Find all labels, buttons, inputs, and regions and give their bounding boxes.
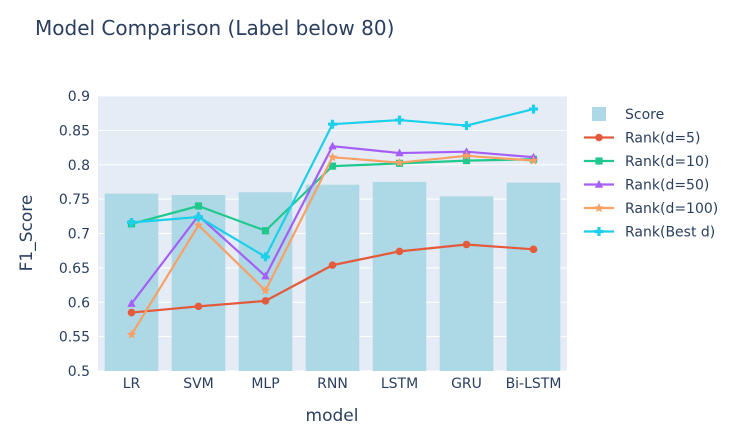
y-axis-title: F1_Score — [17, 195, 37, 272]
line-layer — [126, 104, 539, 339]
x-tick-label: LR — [123, 376, 141, 392]
series-point — [462, 121, 471, 131]
y-tick-label: 0.65 — [59, 261, 90, 277]
series-point — [260, 285, 271, 295]
series-point — [328, 162, 337, 170]
series-point — [462, 240, 471, 249]
x-axis-title: model — [306, 406, 359, 426]
legend-item: Rank(d=50) — [584, 178, 709, 194]
legend-marker — [594, 203, 604, 213]
score-bar — [506, 182, 561, 371]
series-point — [194, 302, 203, 311]
y-tick-label: 0.75 — [59, 192, 90, 208]
legend-marker — [595, 157, 603, 165]
bar-layer — [104, 181, 561, 371]
series-point — [328, 141, 337, 150]
series-point — [528, 155, 539, 165]
legend-marker — [595, 133, 603, 142]
y-tick-label: 0.5 — [68, 364, 90, 380]
legend-item: Rank(Best d) — [584, 225, 715, 241]
series-point — [529, 104, 539, 114]
series-point — [261, 271, 270, 280]
legend-item-score: Score — [592, 107, 664, 123]
legend-label: Rank(d=50) — [625, 178, 709, 194]
legend-marker — [594, 180, 604, 188]
legend-label: Rank(d=10) — [625, 154, 709, 170]
legend-label: Rank(d=100) — [625, 201, 718, 217]
series-4 — [126, 150, 539, 339]
score-bar — [439, 196, 494, 371]
x-tick-label: SVM — [183, 376, 214, 392]
series-point — [127, 308, 136, 317]
series-point — [261, 227, 270, 235]
series-point — [395, 148, 404, 157]
series-point — [194, 212, 203, 222]
legend-marker — [594, 227, 604, 236]
series-point — [261, 252, 270, 262]
score-bar — [372, 181, 427, 371]
y-tick-label: 0.7 — [68, 227, 90, 243]
series-point — [462, 157, 471, 165]
y-tick-label: 0.8 — [68, 158, 90, 174]
x-tick-label: LSTM — [381, 376, 418, 392]
series-point — [261, 297, 270, 305]
y-tick-label: 0.85 — [59, 123, 90, 139]
series-point — [461, 150, 472, 160]
y-tick-label: 0.9 — [68, 89, 90, 105]
series-point — [328, 261, 337, 269]
legend-swatch — [592, 107, 606, 121]
chart-title: Model Comparison (Label below 80) — [35, 16, 394, 40]
series-point — [394, 157, 405, 167]
series-point — [328, 119, 337, 129]
legend: Score Rank(d=5) Rank(d=10) Rank(d=50) Rank(d… — [584, 107, 718, 241]
series-point — [193, 220, 204, 230]
score-bar — [305, 184, 360, 371]
x-tick-label: GRU — [451, 376, 482, 392]
y-tick-label: 0.55 — [59, 330, 90, 346]
series-point — [194, 202, 203, 210]
legend-label: Rank(d=5) — [625, 131, 700, 147]
series-1 — [127, 240, 538, 317]
series-point — [327, 152, 338, 162]
x-tick-label: MLP — [251, 376, 279, 392]
series-point — [126, 218, 136, 227]
series-point — [127, 299, 136, 307]
series-point — [126, 329, 137, 339]
series-point — [529, 245, 538, 254]
x-tick-label: RNN — [317, 376, 348, 392]
legend-item: Rank(d=100) — [584, 201, 718, 217]
y-tick-label: 0.6 — [68, 295, 90, 311]
tick-layer: 0.5 0.55 0.6 0.65 0.7 0.75 0.8 0.85 0.9 LR SVM MLP R… — [59, 89, 562, 392]
legend-item: Rank(d=10) — [584, 154, 709, 170]
legend-label: Rank(Best d) — [625, 225, 715, 241]
x-tick-label: Bi-LSTM — [506, 376, 562, 392]
series-5 — [126, 104, 539, 262]
series-point — [395, 115, 404, 125]
legend-label: Score — [625, 107, 664, 123]
legend-item: Rank(d=5) — [584, 131, 700, 147]
series-point — [395, 247, 404, 256]
